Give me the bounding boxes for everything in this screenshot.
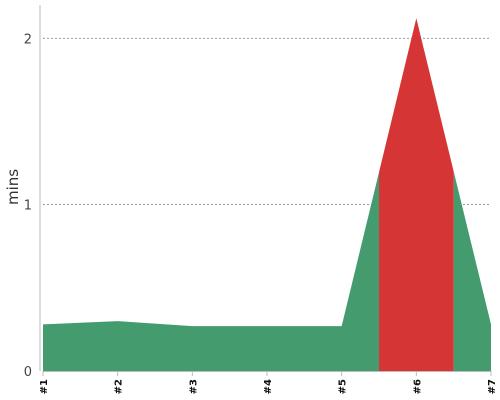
y-tick-label-1: 1 <box>24 199 32 214</box>
x-tick-label-5: #5 <box>338 379 349 394</box>
x-tick-label-7: #7 <box>487 379 498 394</box>
y-axis-label: mins <box>4 169 22 205</box>
axis-layer <box>39 5 492 376</box>
area-layer <box>43 18 491 372</box>
series-area-highlight <box>379 18 454 372</box>
x-tick-label-6: #6 <box>412 379 423 394</box>
y-tick-label-0: 0 <box>24 365 32 380</box>
y-tick-label-2: 2 <box>24 32 32 47</box>
series-area-left <box>43 172 379 371</box>
y-tick-labels: 0 1 2 <box>24 32 32 380</box>
x-tick-label-4: #4 <box>263 379 274 394</box>
x-tick-label-1: #1 <box>39 379 50 394</box>
series-area-right <box>453 171 491 371</box>
x-tick-label-2: #2 <box>114 379 125 394</box>
x-tick-labels: #1 #2 #3 #4 #5 #6 #7 <box>39 379 498 394</box>
x-tick-label-3: #3 <box>188 379 199 394</box>
